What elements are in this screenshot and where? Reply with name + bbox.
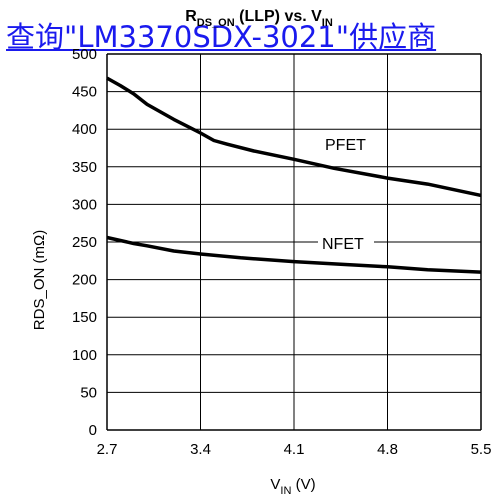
y-tick-label: 350 [72,159,97,176]
x-tick-label: 4.8 [377,441,398,458]
series-label-nfet-group: NFET [318,233,374,253]
y-tick-label: 200 [72,272,97,289]
y-tick-label: 50 [80,384,97,401]
y-tick-label: 400 [72,121,97,138]
y-tick-label: 500 [72,46,97,63]
nfet-label-background [318,233,374,253]
y-tick-label: 250 [72,234,97,251]
series-layer [106,76,482,274]
series-label-pfet: PFET [325,137,366,154]
x-tick-label: 3.4 [190,441,211,458]
y-tick-label: 150 [72,309,97,326]
series-line-pfet [106,76,482,198]
series-label-nfet: NFET [322,236,364,253]
tick-labels: 2.7 3.4 4.1 4.8 5.5 0 50 100 150 200 250 300 350 400 4… [72,46,491,458]
grid [106,53,482,431]
y-axis-title: RDS_ON (mΩ) [31,230,48,330]
y-tick-label: 100 [72,347,97,364]
x-axis-title: VIN (V) [270,476,315,497]
series-line-nfet [106,235,482,274]
x-tick-label: 5.5 [471,441,492,458]
y-tick-label: 300 [72,196,97,213]
chart-title: RDS_ON (LLP) vs. VIN [185,8,333,29]
x-tick-label: 2.7 [97,441,118,458]
y-tick-label: 450 [72,84,97,101]
x-tick-label: 4.1 [284,441,305,458]
y-tick-label: 0 [89,422,97,439]
supplier-search-link[interactable]: 查询"LM3370SDX-3021"供应商 [6,20,437,54]
